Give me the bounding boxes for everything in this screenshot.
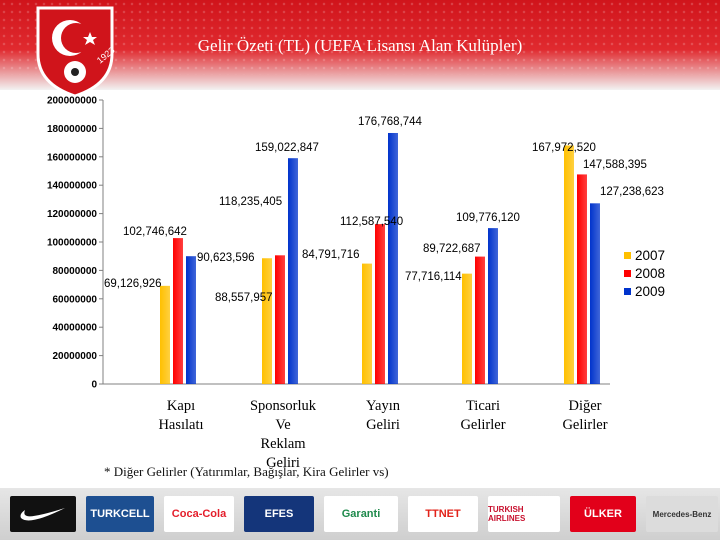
- bar-2008: [375, 224, 385, 384]
- category-label: Sponsorluk: [250, 398, 317, 414]
- y-tick-label: 120000000: [47, 209, 97, 220]
- category-label: Geliri: [366, 417, 400, 433]
- footnote: * Diğer Gelirler (Yatırımlar, Bağışlar, …: [104, 464, 389, 479]
- bar-2009: [388, 132, 398, 384]
- bar-2007: [362, 263, 372, 384]
- data-label: 127,238,623: [600, 186, 664, 198]
- garanti-logo: Garanti: [324, 496, 398, 532]
- bar-2007: [462, 273, 472, 384]
- mercedes-benz-logo: Mercedes-Benz: [646, 496, 718, 532]
- sponsor-bar: TURKCELL Coca-Cola EFES Garanti TTNET TURKISH…: [0, 488, 720, 540]
- banner-pattern: [0, 0, 720, 75]
- data-label: 102,746,642: [123, 226, 187, 238]
- data-label: 159,022,847: [255, 142, 319, 154]
- data-label: 69,126,926: [104, 278, 162, 290]
- legend-label: 2007: [635, 248, 665, 263]
- bar-2009: [186, 256, 196, 384]
- revenue-chart: 0 20000000 40000000 60000000 80000000 1000000…: [0, 88, 720, 488]
- bar-2008: [275, 255, 285, 384]
- y-tick-label: 180000000: [47, 124, 97, 135]
- category-label: Gelirler: [562, 417, 607, 433]
- legend-label: 2008: [635, 266, 665, 281]
- category-label: Hasılatı: [158, 417, 203, 433]
- data-label: 90,623,596: [197, 252, 255, 264]
- chart-svg: 0 20000000 40000000 60000000 80000000 1000000…: [47, 96, 665, 472]
- data-label: 77,716,114: [405, 271, 462, 283]
- category-label: Kapı: [167, 398, 195, 414]
- data-label: 112,587,540: [340, 216, 403, 228]
- ulker-logo: ÜLKER: [570, 496, 636, 532]
- data-label: 109,776,120: [456, 212, 520, 224]
- category-label: Yayın: [366, 398, 401, 414]
- nike-logo: [10, 496, 76, 532]
- bar-2008: [475, 256, 485, 384]
- bar-2007: [564, 145, 574, 384]
- category-label: Reklam: [260, 436, 306, 452]
- bar-2007: [160, 285, 170, 384]
- bar-2009: [590, 203, 600, 384]
- header-banner: [0, 0, 720, 90]
- legend-swatch-2009: [624, 288, 631, 295]
- page-title: Gelir Özeti (TL) (UEFA Lisansı Alan Kulü…: [197, 36, 523, 55]
- data-label: 88,557,957: [215, 292, 273, 304]
- bar-2008: [173, 238, 183, 384]
- category-label: Ticari: [466, 398, 500, 414]
- y-tick-label: 140000000: [47, 181, 97, 192]
- data-label: 176,768,744: [358, 116, 423, 128]
- turkish-airlines-logo: TURKISH AIRLINES: [488, 496, 560, 532]
- coca-cola-logo: Coca-Cola: [164, 496, 234, 532]
- bar-2009: [488, 228, 498, 384]
- y-tick-label: 160000000: [47, 152, 97, 163]
- y-tick-label: 200000000: [47, 96, 97, 107]
- category-label: Diğer: [568, 398, 601, 414]
- legend-label: 2009: [635, 284, 665, 299]
- data-label: 147,588,395: [583, 159, 647, 171]
- legend-swatch-2008: [624, 270, 631, 277]
- efes-logo: EFES: [244, 496, 314, 532]
- y-tick-label: 40000000: [53, 323, 98, 334]
- y-tick-label: 20000000: [53, 351, 98, 362]
- bar-2008: [577, 174, 587, 384]
- data-label: 89,722,687: [423, 243, 481, 255]
- y-tick-label: 60000000: [53, 294, 98, 305]
- legend-swatch-2007: [624, 252, 631, 259]
- data-label: 118,235,405: [219, 196, 282, 208]
- y-tick-label: 100000000: [47, 238, 97, 249]
- category-label: Ve: [275, 417, 290, 433]
- federation-emblem-icon: 1923: [36, 6, 117, 98]
- y-tick-label: 80000000: [53, 266, 98, 277]
- turkcell-logo: TURKCELL: [86, 496, 154, 532]
- bar-2007: [262, 258, 272, 384]
- ttnet-logo: TTNET: [408, 496, 478, 532]
- category-label: Gelirler: [460, 417, 505, 433]
- data-label: 84,791,716: [302, 249, 360, 261]
- bar-2009: [288, 158, 298, 384]
- y-tick-label: 0: [91, 380, 97, 391]
- category-label: Geliri: [266, 455, 300, 471]
- data-label: 167,972,520: [532, 142, 596, 154]
